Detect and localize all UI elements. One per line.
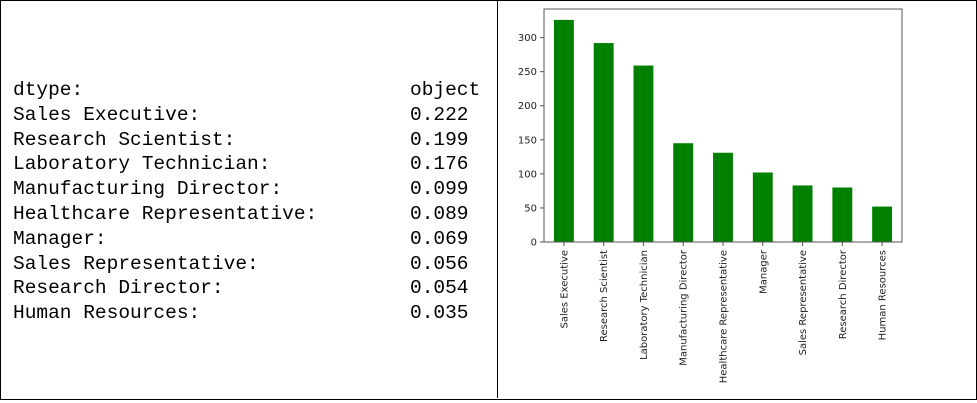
bar-chart-panel: 0 50 100 150 200 250 300 Sales Executive Researc… [500, 0, 970, 398]
row-value: 0.222 [410, 103, 469, 126]
x-tick-label: Manager [758, 249, 769, 294]
table-row: Laboratory Technician: 0.176 [13, 152, 488, 177]
x-tick-label: Research Director [838, 249, 849, 339]
row-label: Research Director: [13, 277, 224, 300]
value-counts-output: dtype: object Sales Executive: 0.222 Res… [13, 78, 488, 326]
row-value: 0.176 [410, 153, 469, 176]
row-value: 0.199 [410, 128, 469, 151]
x-tick-label: Laboratory Technician [639, 250, 650, 360]
y-tick-label: 0 [531, 238, 537, 249]
x-tick-label: Human Resources [878, 250, 889, 340]
y-tick-label: 200 [518, 101, 537, 112]
table-row: Research Director: 0.054 [13, 276, 488, 301]
y-tick-label: 250 [518, 67, 537, 78]
table-row: Human Resources: 0.035 [13, 301, 488, 326]
row-value: 0.089 [410, 202, 469, 225]
bar [872, 206, 893, 242]
y-tick-label: 50 [524, 203, 537, 214]
row-label: Research Scientist: [13, 128, 236, 151]
bar [673, 143, 694, 242]
row-value: 0.099 [410, 178, 469, 201]
row-value: 0.069 [410, 227, 469, 250]
table-row: Healthcare Representative: 0.089 [13, 202, 488, 227]
x-tick-label: Healthcare Representative [719, 250, 730, 383]
bar-chart: 0 50 100 150 200 250 300 Sales Executive Researc… [518, 8, 903, 383]
bar [832, 187, 853, 242]
dtype-value: object [410, 79, 481, 101]
row-label: Manager: [13, 227, 107, 250]
row-label: Healthcare Representative: [13, 202, 318, 225]
bar [713, 152, 733, 242]
bar [792, 185, 813, 242]
dtype-label: dtype: [13, 79, 84, 101]
bar [593, 43, 614, 242]
bar [752, 172, 773, 242]
y-tick-label: 100 [518, 169, 537, 180]
row-value: 0.056 [410, 252, 469, 275]
panel-divider [497, 0, 498, 398]
x-tick-label: Sales Representative [798, 250, 809, 355]
row-label: Manufacturing Director: [13, 178, 283, 201]
x-tick-label: Sales Executive [559, 250, 570, 328]
x-tick-label: Manufacturing Director [679, 249, 690, 366]
table-row: Manager: 0.069 [13, 227, 488, 252]
x-tick-label: Research Scientist [599, 250, 610, 342]
bar [553, 19, 574, 242]
y-tick-label: 300 [518, 33, 537, 44]
dtype-row: dtype: object [13, 78, 488, 103]
table-row: Research Scientist: 0.199 [13, 128, 488, 153]
y-tick-label: 150 [518, 135, 537, 146]
table-row: Sales Representative: 0.056 [13, 252, 488, 277]
table-row: Manufacturing Director: 0.099 [13, 177, 488, 202]
row-label: Sales Executive: [13, 103, 201, 126]
bar [633, 65, 654, 242]
row-value: 0.035 [410, 302, 469, 325]
row-label: Human Resources: [13, 302, 201, 325]
row-label: Sales Representative: [13, 252, 259, 275]
row-value: 0.054 [410, 277, 469, 300]
table-row: Sales Executive: 0.222 [13, 103, 488, 128]
row-label: Laboratory Technician: [13, 153, 271, 176]
